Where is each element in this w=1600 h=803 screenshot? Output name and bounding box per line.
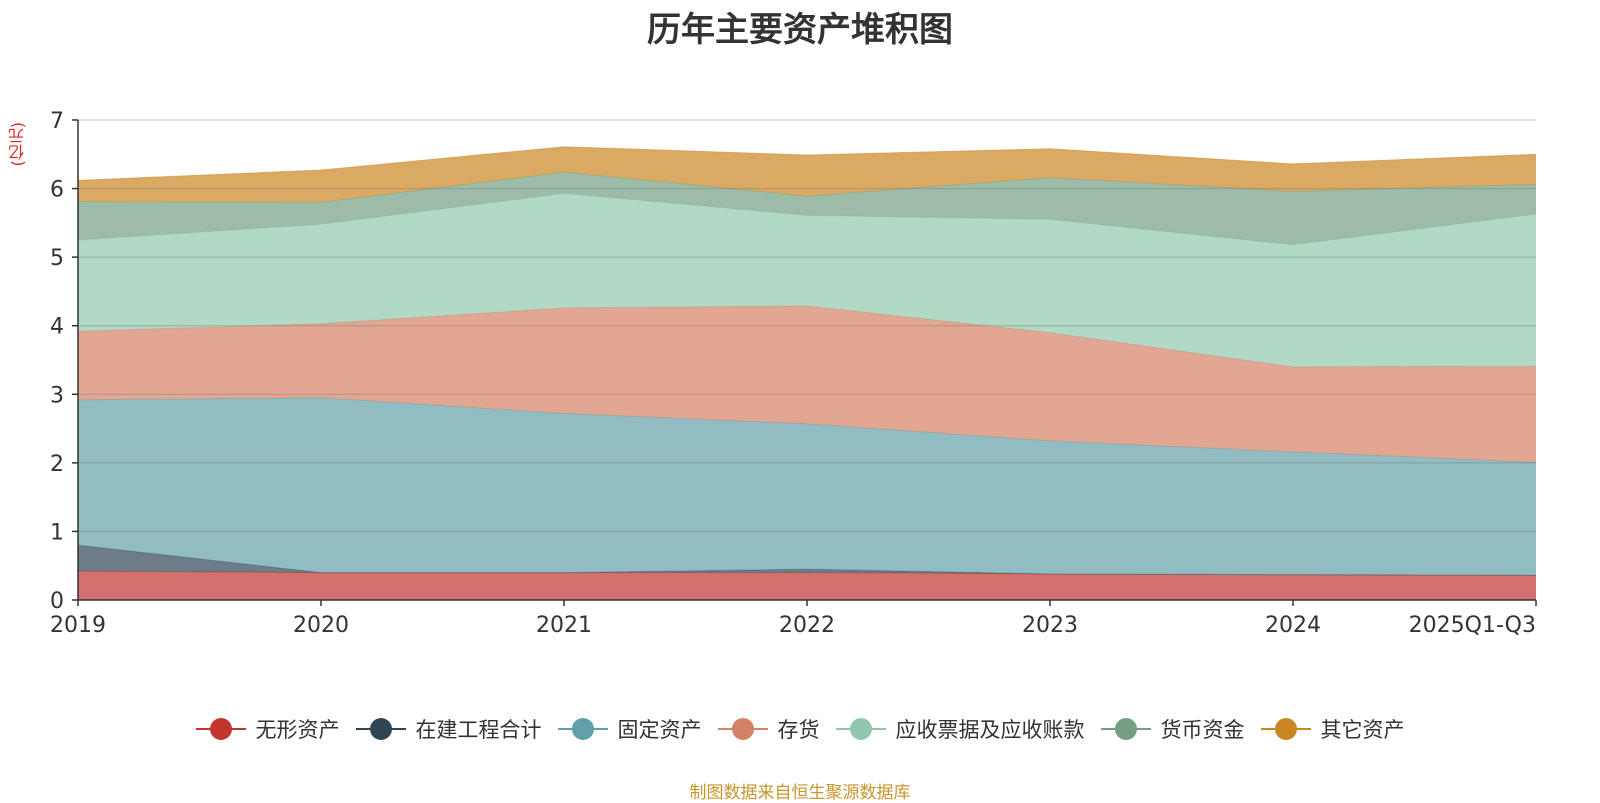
area-series-4 xyxy=(78,193,1536,367)
x-tick-label-0: 2019 xyxy=(50,613,106,638)
source-note: 制图数据来自恒生聚源数据库 xyxy=(689,783,911,803)
y-tick-label-1: 1 xyxy=(50,520,64,545)
y-tick-label-0: 0 xyxy=(50,589,64,614)
y-tick-label-6: 6 xyxy=(50,178,64,203)
legend-item-1[interactable]: 在建工程合计 xyxy=(355,714,542,744)
legend-marker-icon xyxy=(1100,717,1151,741)
chart-legend: 无形资产 在建工程合计 固定资产 存货 应收票据及应收账款 货币资金 其它资产 xyxy=(0,714,1600,744)
legend-marker-icon xyxy=(195,717,246,741)
area-series-5 xyxy=(78,172,1536,245)
legend-marker-icon xyxy=(355,717,406,741)
x-tick-label-5: 2024 xyxy=(1265,613,1321,638)
legend-label: 货币资金 xyxy=(1160,718,1245,742)
legend-item-5[interactable]: 货币资金 xyxy=(1100,714,1245,744)
area-series-2 xyxy=(78,397,1536,576)
y-tick-label-4: 4 xyxy=(50,315,64,340)
x-tick-label-6: 2025Q1-Q3 xyxy=(1409,613,1536,638)
stacked-area-chart: 0 1 2 3 4 5 6 7 2019 2020 2021 2022 2023 2024 2025Q1-Q… xyxy=(50,109,1537,638)
x-tick-label-4: 2023 xyxy=(1022,613,1078,638)
x-tick-label-3: 2022 xyxy=(779,613,835,638)
legend-item-6[interactable]: 其它资产 xyxy=(1260,714,1405,744)
legend-label: 固定资产 xyxy=(617,718,702,742)
y-tick-label-2: 2 xyxy=(50,452,64,477)
legend-label: 其它资产 xyxy=(1320,718,1405,742)
y-tick-label-3: 3 xyxy=(50,383,64,408)
chart-title: 历年主要资产堆积图 xyxy=(647,10,953,50)
legend-label: 应收票据及应收账款 xyxy=(895,718,1085,742)
area-series-6 xyxy=(78,146,1536,203)
area-series-0 xyxy=(78,571,1536,600)
area-series-3 xyxy=(78,305,1536,463)
legend-marker-icon xyxy=(1260,717,1311,741)
legend-marker-icon xyxy=(557,717,608,741)
y-tick-label-7: 7 xyxy=(50,109,64,134)
area-edge-series-6 xyxy=(77,146,1537,181)
legend-label: 无形资产 xyxy=(255,718,340,742)
legend-label: 存货 xyxy=(777,718,820,742)
x-tick-label-2: 2021 xyxy=(536,613,592,638)
legend-marker-icon xyxy=(717,717,768,741)
legend-item-4[interactable]: 应收票据及应收账款 xyxy=(835,714,1085,744)
legend-label: 在建工程合计 xyxy=(415,718,542,742)
legend-item-2[interactable]: 固定资产 xyxy=(557,714,702,744)
y-tick-label-5: 5 xyxy=(50,246,64,271)
legend-item-0[interactable]: 无形资产 xyxy=(195,714,340,744)
x-tick-label-1: 2020 xyxy=(293,613,349,638)
legend-item-3[interactable]: 存货 xyxy=(717,714,820,744)
legend-marker-icon xyxy=(835,717,886,741)
